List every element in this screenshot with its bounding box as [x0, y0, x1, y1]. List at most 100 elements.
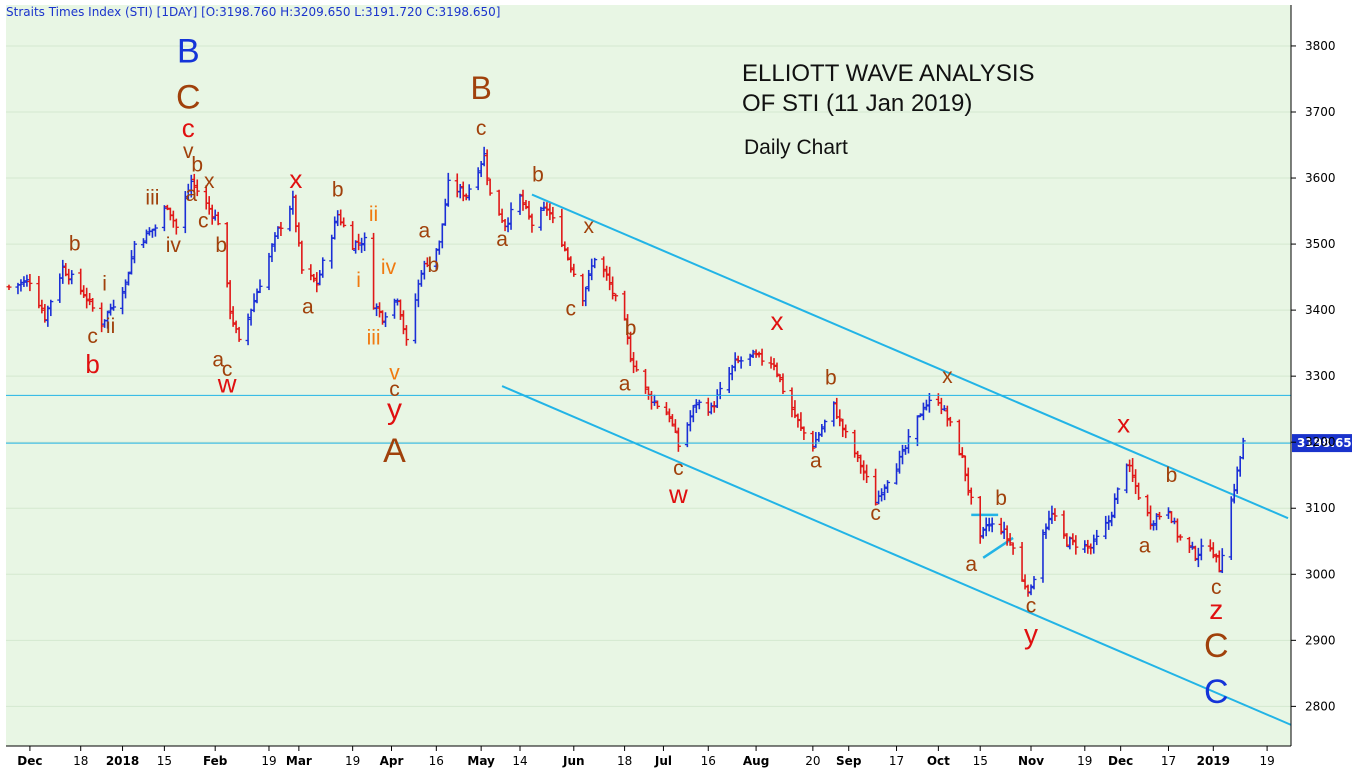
- ohlc-bar: [1010, 542, 1016, 555]
- ohlc-bar: [753, 349, 759, 358]
- wave-label: a: [496, 228, 508, 251]
- ohlc-bar: [1094, 529, 1100, 546]
- ohlc-bar: [634, 360, 640, 372]
- ohlc-bar: [562, 241, 568, 252]
- ohlc-bar: [571, 263, 577, 277]
- ohlc-bar: [21, 276, 27, 287]
- ohlc-bar: [1213, 553, 1219, 563]
- ohlc-bar: [275, 226, 281, 240]
- ohlc-bar: [926, 392, 932, 413]
- y-tick-label: 3000: [1305, 567, 1336, 581]
- ohlc-bar: [568, 256, 574, 273]
- y-tick-label: 2800: [1305, 699, 1336, 713]
- x-tick-label: 19: [261, 754, 276, 768]
- ohlc-bar: [592, 257, 598, 269]
- ohlc-bar: [380, 310, 386, 325]
- wave-label: x: [583, 215, 594, 238]
- ohlc-bar: [481, 146, 487, 167]
- ohlc-bar: [523, 200, 529, 210]
- ohlc-bar: [968, 487, 974, 505]
- ohlc-bar: [230, 306, 236, 327]
- x-tick-label: 2018: [106, 754, 139, 768]
- ohlc-bar: [173, 218, 179, 235]
- gridlines: [6, 45, 1291, 707]
- ohlc-bar: [792, 400, 798, 419]
- ohlc-bar: [843, 424, 849, 439]
- ohlc-bar: [78, 268, 84, 295]
- x-tick-label: Nov: [1018, 754, 1044, 768]
- ohlc-bar: [1070, 533, 1076, 546]
- x-tick-label: Jun: [562, 754, 585, 768]
- y-tick-label: 2900: [1305, 633, 1336, 647]
- wave-label: b: [532, 163, 544, 186]
- wave-label: a: [965, 553, 977, 576]
- ohlc-bar: [1112, 493, 1118, 519]
- ohlc-bar: [132, 240, 137, 264]
- x-tick-label: 20: [805, 754, 820, 768]
- wave-label: x: [1117, 408, 1130, 438]
- ohlc-bar: [185, 183, 191, 201]
- ohlc-bar: [1064, 533, 1070, 547]
- y-tick-label: 3600: [1305, 171, 1336, 185]
- wave-label: C: [1204, 627, 1229, 665]
- wave-label: b: [85, 349, 99, 379]
- ohlc-bar: [544, 202, 550, 216]
- ohlc-bar: [403, 325, 409, 346]
- ohlc-bar: [780, 373, 786, 394]
- ohlc-bar: [278, 221, 284, 236]
- ohlc-bar: [1007, 533, 1013, 546]
- ohlc-bar: [885, 480, 891, 493]
- ohlc-bar: [1115, 487, 1121, 504]
- wave-label: ii: [106, 315, 115, 338]
- wave-label: iii: [367, 326, 381, 349]
- x-tick-label: 16: [701, 754, 716, 768]
- ohlc-bar: [164, 204, 170, 211]
- ohlc-bar: [66, 268, 72, 285]
- ohlc-bar: [227, 280, 233, 320]
- y-tick-label: 3700: [1305, 105, 1336, 119]
- ohlc-bar: [669, 414, 675, 427]
- ohlc-bar: [831, 401, 837, 427]
- ohlc-bar: [1210, 542, 1216, 559]
- ohlc-bar: [759, 348, 765, 366]
- wave-label: b: [332, 179, 344, 202]
- ohlc-bar: [923, 399, 929, 411]
- ohlc-bar: [858, 454, 864, 474]
- ohlc-bar: [900, 444, 906, 465]
- wave-label: B: [177, 32, 200, 70]
- ohlc-bar: [508, 202, 514, 230]
- ohlc-bar: [356, 233, 362, 251]
- ohlc-bar: [209, 204, 215, 225]
- ohlc-bar: [810, 430, 816, 452]
- x-tick-label: 15: [157, 754, 172, 768]
- wave-label: B: [470, 70, 491, 106]
- ohlc-bar: [129, 250, 135, 275]
- wave-label: iv: [166, 234, 182, 257]
- ohlc-bar: [42, 304, 48, 323]
- ohlc-bar: [956, 419, 962, 456]
- wave-label: c: [870, 502, 881, 525]
- ohlc-bar: [565, 247, 571, 261]
- last-price-label: 3198.65: [1297, 436, 1352, 450]
- ohlc-bar: [475, 167, 481, 191]
- x-tick-label: 15: [973, 754, 988, 768]
- ohlc-bar: [894, 463, 900, 485]
- ohlc-bar: [353, 240, 359, 254]
- ohlc-bar: [711, 401, 717, 413]
- ohlc-bar: [944, 405, 950, 427]
- wave-label: a: [1139, 534, 1151, 557]
- ohlc-bar: [613, 293, 619, 302]
- ohlc-bar: [1136, 482, 1142, 500]
- ohlc-bar: [687, 410, 693, 432]
- x-tick-label: 19: [1259, 754, 1274, 768]
- ohlc-bar: [654, 400, 660, 409]
- wave-label: x: [204, 170, 215, 193]
- ohlc-bar: [24, 274, 30, 287]
- ohlc-bar: [269, 243, 275, 263]
- ohlc-bar: [1040, 529, 1046, 583]
- wave-label: c: [389, 378, 400, 401]
- ohlc-bar: [538, 206, 544, 231]
- wave-label: c: [182, 113, 195, 143]
- wave-label: i: [102, 272, 107, 295]
- y-tick-label: 3300: [1305, 369, 1336, 383]
